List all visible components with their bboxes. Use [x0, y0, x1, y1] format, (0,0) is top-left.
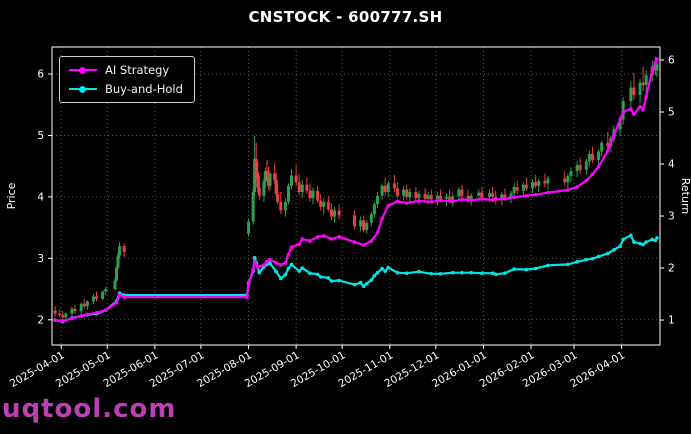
svg-text:2026-04-01: 2026-04-01 — [568, 349, 627, 390]
svg-text:6: 6 — [668, 55, 675, 67]
axes: 234561234562025-04-012025-05-012025-06-0… — [5, 55, 691, 391]
buy-and-hold-line-swatch — [69, 85, 97, 94]
ai-strategy-line-swatch — [69, 66, 97, 75]
svg-text:2: 2 — [37, 314, 44, 326]
legend-item-ai-strategy: AI Strategy — [69, 64, 183, 76]
grid — [52, 47, 660, 345]
plot-frame — [51, 46, 661, 346]
legend-label-ai-strategy: AI Strategy — [105, 63, 170, 77]
chart-title: CNSTOCK - 600777.SH — [248, 8, 443, 26]
svg-text:4: 4 — [668, 159, 675, 171]
svg-text:3: 3 — [37, 253, 44, 265]
svg-text:2: 2 — [668, 263, 675, 275]
legend-label-buy-and-hold: Buy-and-Hold — [105, 82, 183, 96]
series-ai-strategy — [53, 57, 659, 323]
svg-text:3: 3 — [668, 211, 675, 223]
series-buy-and-hold — [53, 233, 659, 324]
svg-text:1: 1 — [668, 315, 675, 327]
watermark: uqtool.com — [2, 394, 177, 424]
legend-item-buy-and-hold: Buy-and-Hold — [69, 83, 183, 95]
svg-text:6: 6 — [37, 69, 44, 81]
legend: AI Strategy Buy-and-Hold — [59, 56, 195, 103]
right-axis-label: Return — [679, 178, 691, 215]
svg-text:5: 5 — [668, 107, 675, 119]
svg-text:4: 4 — [37, 191, 44, 203]
left-axis-label: Price — [5, 182, 18, 209]
svg-text:5: 5 — [37, 130, 44, 142]
